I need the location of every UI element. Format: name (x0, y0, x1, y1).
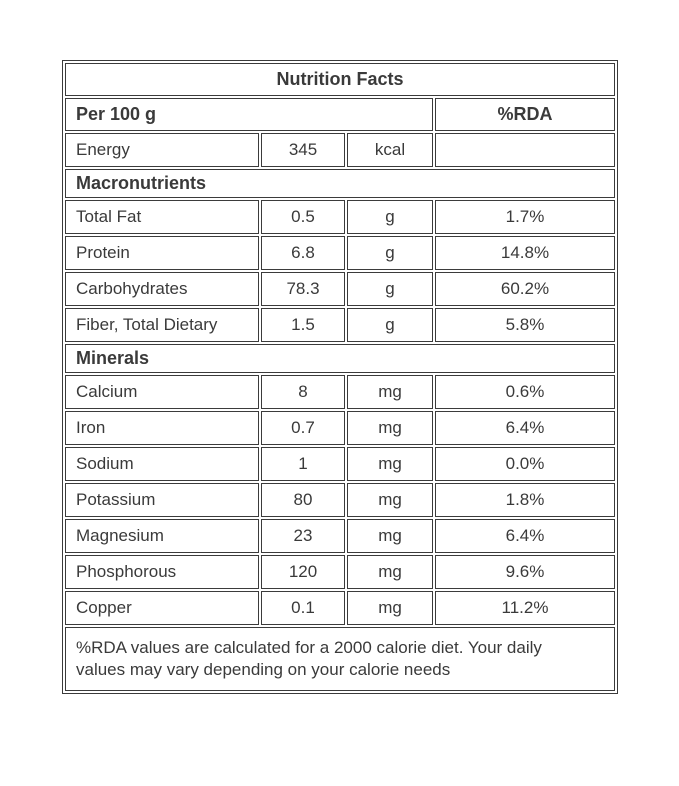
nutrient-rda: 0.0% (435, 447, 615, 481)
nutrient-value: 8 (261, 375, 345, 409)
nutrient-name: Fiber, Total Dietary (65, 308, 259, 342)
rda-footnote: %RDA values are calculated for a 2000 ca… (76, 638, 542, 680)
table-row: Magnesium 23 mg 6.4% (65, 519, 615, 553)
table-row: Total Fat 0.5 g 1.7% (65, 200, 615, 234)
nutrient-rda: 1.7% (435, 200, 615, 234)
nutrient-rda-empty (435, 133, 615, 167)
table-row: Potassium 80 mg 1.8% (65, 483, 615, 517)
section-label-minerals: Minerals (65, 344, 615, 373)
nutrient-unit: kcal (347, 133, 433, 167)
nutrient-name: Calcium (65, 375, 259, 409)
nutrient-name: Carbohydrates (65, 272, 259, 306)
footnote-cell: %RDA values are calculated for a 2000 ca… (65, 627, 615, 692)
nutrient-name: Sodium (65, 447, 259, 481)
nutrient-name: Potassium (65, 483, 259, 517)
nutrient-value: 120 (261, 555, 345, 589)
nutrient-value: 1.5 (261, 308, 345, 342)
nutrient-rda: 5.8% (435, 308, 615, 342)
title-row: Nutrition Facts (65, 63, 615, 96)
nutrient-rda: 1.8% (435, 483, 615, 517)
table-row: Calcium 8 mg 0.6% (65, 375, 615, 409)
table-row: Protein 6.8 g 14.8% (65, 236, 615, 270)
table-row: Sodium 1 mg 0.0% (65, 447, 615, 481)
table-row: Carbohydrates 78.3 g 60.2% (65, 272, 615, 306)
nutrient-unit: g (347, 308, 433, 342)
nutrient-unit: g (347, 236, 433, 270)
nutrient-value: 0.7 (261, 411, 345, 445)
nutrient-rda: 0.6% (435, 375, 615, 409)
nutrient-name: Phosphorous (65, 555, 259, 589)
nutrient-unit: mg (347, 375, 433, 409)
section-header-row: Minerals (65, 344, 615, 373)
nutrient-name: Energy (65, 133, 259, 167)
nutrient-unit: mg (347, 411, 433, 445)
header-row: Per 100 g %RDA (65, 98, 615, 131)
nutrient-name: Copper (65, 591, 259, 625)
nutrient-unit: mg (347, 447, 433, 481)
nutrient-value: 0.5 (261, 200, 345, 234)
nutrient-value: 80 (261, 483, 345, 517)
table-row: Fiber, Total Dietary 1.5 g 5.8% (65, 308, 615, 342)
nutrient-value: 78.3 (261, 272, 345, 306)
nutrient-unit: g (347, 272, 433, 306)
rda-column-header: %RDA (435, 98, 615, 131)
nutrient-value: 345 (261, 133, 345, 167)
nutrient-unit: g (347, 200, 433, 234)
nutrient-unit: mg (347, 555, 433, 589)
footnote-row: %RDA values are calculated for a 2000 ca… (65, 627, 615, 692)
nutrient-name: Total Fat (65, 200, 259, 234)
nutrient-value: 23 (261, 519, 345, 553)
nutrient-rda: 6.4% (435, 411, 615, 445)
section-header-row: Macronutrients (65, 169, 615, 198)
table-row: Energy 345 kcal (65, 133, 615, 167)
serving-size-label: Per 100 g (65, 98, 433, 131)
table-row: Iron 0.7 mg 6.4% (65, 411, 615, 445)
page-title: Nutrition Facts (65, 63, 615, 96)
nutrient-unit: mg (347, 591, 433, 625)
nutrient-name: Protein (65, 236, 259, 270)
nutrient-value: 6.8 (261, 236, 345, 270)
nutrient-rda: 14.8% (435, 236, 615, 270)
nutrient-rda: 9.6% (435, 555, 615, 589)
nutrient-value: 1 (261, 447, 345, 481)
nutrient-value: 0.1 (261, 591, 345, 625)
nutrient-name: Iron (65, 411, 259, 445)
section-label-macronutrients: Macronutrients (65, 169, 615, 198)
nutrient-rda: 60.2% (435, 272, 615, 306)
table-row: Copper 0.1 mg 11.2% (65, 591, 615, 625)
nutrition-facts-table: Nutrition Facts Per 100 g %RDA Energy 34… (62, 60, 618, 695)
nutrient-unit: mg (347, 519, 433, 553)
nutrient-rda: 11.2% (435, 591, 615, 625)
table-row: Phosphorous 120 mg 9.6% (65, 555, 615, 589)
nutrient-unit: mg (347, 483, 433, 517)
nutrient-name: Magnesium (65, 519, 259, 553)
nutrient-rda: 6.4% (435, 519, 615, 553)
